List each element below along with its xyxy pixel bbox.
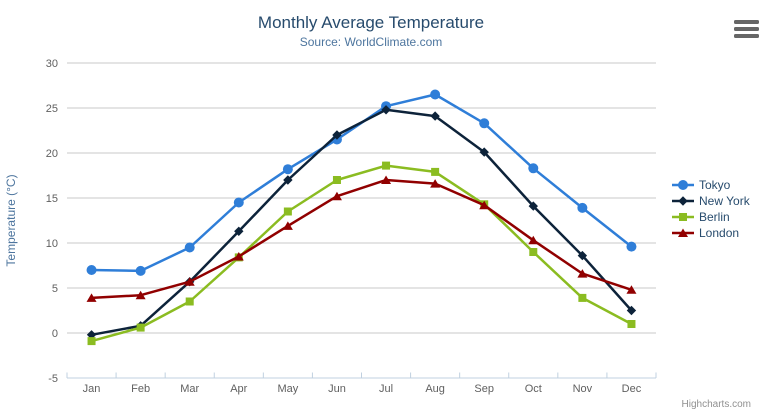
data-point-tokyo-feb[interactable] bbox=[135, 265, 146, 276]
y-axis-label: 10 bbox=[46, 238, 58, 250]
highcharts-credit-link[interactable]: Highcharts.com bbox=[681, 399, 751, 410]
legend: Tokyo New York Berlin London bbox=[672, 177, 750, 241]
data-point-london-jan[interactable] bbox=[86, 293, 97, 302]
data-point-berlin-jun[interactable] bbox=[332, 176, 341, 184]
hamburger-menu-icon bbox=[734, 34, 759, 38]
x-axis-label: Sep bbox=[474, 383, 494, 395]
chart-subtitle: Source: WorldClimate.com bbox=[299, 35, 443, 49]
data-point-berlin-may[interactable] bbox=[283, 207, 292, 216]
series-tokyo bbox=[86, 89, 637, 276]
hamburger-menu-icon bbox=[734, 27, 759, 31]
x-axis-ticks bbox=[66, 372, 657, 378]
legend-marker-berlin bbox=[679, 213, 687, 221]
data-point-berlin-feb[interactable] bbox=[136, 323, 145, 332]
legend-label-tokyo: Tokyo bbox=[699, 178, 731, 192]
series-london bbox=[86, 175, 637, 302]
data-point-new-york-sep[interactable] bbox=[479, 147, 489, 157]
data-point-london-apr[interactable] bbox=[233, 252, 244, 261]
x-axis-labels: Jan Feb Mar Apr May Jun Jul Aug Sep Oct Nov Dec bbox=[83, 383, 642, 395]
series-new-york bbox=[86, 105, 637, 340]
legend-label-berlin: Berlin bbox=[699, 210, 730, 224]
legend-item-tokyo[interactable]: Tokyo bbox=[672, 177, 750, 193]
data-point-london-jun[interactable] bbox=[331, 191, 342, 201]
data-point-new-york-jul[interactable] bbox=[381, 105, 391, 115]
data-point-london-mar[interactable] bbox=[184, 277, 195, 286]
chart-title: Monthly Average Temperature bbox=[257, 13, 485, 32]
data-point-berlin-jul[interactable] bbox=[382, 161, 391, 170]
y-axis-label: 5 bbox=[52, 283, 58, 295]
x-axis-label: Dec bbox=[622, 383, 642, 395]
y-gridlines bbox=[67, 62, 656, 334]
data-point-new-york-jun[interactable] bbox=[332, 130, 342, 140]
legend-marker-tokyo bbox=[678, 180, 688, 190]
data-point-tokyo-dec[interactable] bbox=[626, 241, 637, 252]
data-point-tokyo-jan[interactable] bbox=[86, 265, 97, 275]
y-axis-label: -5 bbox=[48, 373, 58, 385]
legend-marker-london bbox=[678, 228, 688, 237]
diamond-marker-icon bbox=[672, 196, 694, 206]
export-menu-button[interactable] bbox=[734, 20, 759, 38]
legend-item-london[interactable]: London bbox=[672, 225, 750, 241]
circle-marker-icon bbox=[672, 180, 694, 190]
x-axis-label: Aug bbox=[425, 383, 445, 395]
data-point-tokyo-aug[interactable] bbox=[430, 89, 441, 100]
data-point-berlin-dec[interactable] bbox=[627, 320, 636, 328]
x-axis-label: Nov bbox=[573, 383, 593, 395]
legend-marker-new-york bbox=[678, 196, 688, 206]
hamburger-menu-icon bbox=[734, 20, 759, 24]
series-line-tokyo[interactable] bbox=[90, 93, 633, 273]
data-point-london-oct[interactable] bbox=[528, 235, 539, 245]
y-axis-label: 0 bbox=[52, 328, 58, 340]
legend-label-new-york: New York bbox=[699, 194, 750, 208]
series-line-new-york[interactable] bbox=[90, 108, 633, 337]
x-axis-label: Mar bbox=[180, 383, 199, 395]
y-axis-label: 30 bbox=[46, 58, 58, 70]
x-axis-label: Oct bbox=[525, 383, 542, 395]
data-point-london-nov[interactable] bbox=[577, 269, 588, 278]
x-axis-label: May bbox=[277, 383, 298, 395]
data-point-tokyo-nov[interactable] bbox=[577, 202, 588, 213]
data-point-tokyo-oct[interactable] bbox=[528, 163, 539, 174]
data-point-new-york-nov[interactable] bbox=[577, 250, 588, 261]
legend-label-london: London bbox=[699, 226, 740, 240]
x-axis-label: Apr bbox=[230, 383, 247, 395]
triangle-marker-icon bbox=[672, 228, 694, 237]
data-point-tokyo-apr[interactable] bbox=[233, 197, 244, 208]
data-point-berlin-oct[interactable] bbox=[529, 248, 538, 256]
data-point-berlin-jan[interactable] bbox=[87, 337, 96, 346]
y-axis-title: Temperature (°C) bbox=[4, 174, 18, 266]
data-point-new-york-dec[interactable] bbox=[626, 305, 637, 316]
data-point-berlin-nov[interactable] bbox=[578, 293, 587, 302]
legend-item-new-york[interactable]: New York bbox=[672, 193, 750, 209]
y-axis-label: 25 bbox=[46, 103, 58, 115]
data-point-tokyo-may[interactable] bbox=[282, 164, 293, 175]
data-point-london-may[interactable] bbox=[282, 221, 293, 230]
data-point-london-aug[interactable] bbox=[430, 179, 441, 188]
data-point-london-feb[interactable] bbox=[135, 290, 146, 300]
data-point-london-jul[interactable] bbox=[381, 175, 392, 185]
data-point-new-york-may[interactable] bbox=[283, 175, 293, 185]
y-axis-label: 15 bbox=[46, 193, 58, 205]
x-axis-label: Jun bbox=[328, 383, 346, 395]
x-axis-label: Jan bbox=[83, 383, 101, 395]
x-axis-label: Jul bbox=[379, 383, 393, 395]
data-point-new-york-apr[interactable] bbox=[234, 226, 244, 236]
square-marker-icon bbox=[672, 213, 694, 221]
data-point-berlin-aug[interactable] bbox=[431, 167, 440, 176]
y-axis-label: 20 bbox=[46, 148, 58, 160]
series-line-london[interactable] bbox=[90, 178, 633, 300]
data-point-london-dec[interactable] bbox=[626, 285, 637, 294]
data-point-new-york-aug[interactable] bbox=[430, 111, 440, 121]
x-axis-label: Feb bbox=[131, 383, 150, 395]
data-point-new-york-oct[interactable] bbox=[528, 201, 538, 211]
data-point-tokyo-mar[interactable] bbox=[184, 242, 195, 253]
series-line-berlin[interactable] bbox=[90, 164, 633, 343]
y-axis-labels: 30 25 20 15 10 5 0 -5 bbox=[46, 58, 58, 385]
data-point-tokyo-sep[interactable] bbox=[479, 118, 490, 129]
legend-item-berlin[interactable]: Berlin bbox=[672, 209, 750, 225]
data-point-london-sep[interactable] bbox=[479, 200, 490, 210]
data-point-berlin-mar[interactable] bbox=[185, 297, 194, 306]
